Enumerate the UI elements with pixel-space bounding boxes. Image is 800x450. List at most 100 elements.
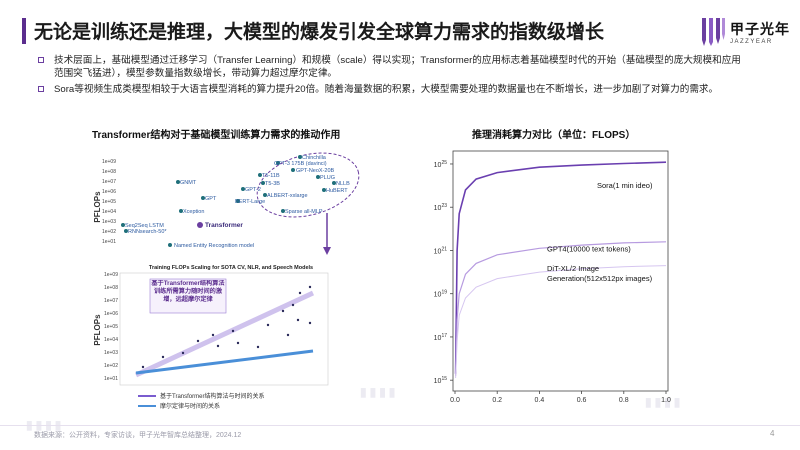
moore-law-line <box>135 349 314 375</box>
y-tick-label: 1e+03 <box>104 350 118 356</box>
series-line <box>455 265 667 379</box>
model-label: Xception <box>183 209 204 215</box>
x-tick-label: 0.0 <box>450 397 460 404</box>
x-tick-label: 0.2 <box>492 397 502 404</box>
logo-subtext: JAZZYEAR <box>730 39 773 45</box>
series-label: Generation(512x512px images) <box>547 274 653 283</box>
data-point <box>236 199 240 203</box>
bullet-list: 技术层面上，基础模型通过迁移学习（Transfer Learning）和规模（s… <box>38 54 748 99</box>
model-label: GPT-2 <box>245 187 261 193</box>
data-point <box>281 209 285 213</box>
transformer-trend-line <box>134 290 315 378</box>
plot-frame <box>452 150 669 392</box>
arrow-head-icon <box>323 247 331 255</box>
footer-divider <box>0 425 800 426</box>
bullet-square-icon <box>38 86 44 92</box>
bullet-square-icon <box>38 57 44 63</box>
series-label: Sora(1 min ideo) <box>597 181 653 190</box>
right-chart-title: 推理消耗算力对比（单位：FLOPS） <box>472 130 636 141</box>
y-tick-label: 1017 <box>434 333 448 342</box>
bullet-text: 技术层面上，基础模型通过迁移学习（Transfer Learning）和规模（s… <box>54 55 741 79</box>
y-tick-label: 1e+08 <box>104 285 118 291</box>
y-tick-label: 1e+04 <box>104 337 118 343</box>
model-label: GPT-3 175B (davinci) <box>274 161 327 167</box>
lower-inset-chart: Training FLOPs Scaling for SOTA CV, NLR,… <box>93 265 329 410</box>
model-label: Chinchilla <box>302 155 327 161</box>
y-tick-label: 1e+09 <box>102 159 116 165</box>
y-tick-label: 1e+04 <box>102 209 116 215</box>
y-axis-label: PFLOPs <box>93 191 102 223</box>
data-point <box>176 180 180 184</box>
y-tick-label: 1e+05 <box>104 324 118 330</box>
data-point <box>179 209 183 213</box>
data-point <box>322 188 326 192</box>
inset-title: Training FLOPs Scaling for SOTA CV, NLR,… <box>149 265 313 271</box>
annotation-box <box>149 278 227 314</box>
model-label: Transformer <box>205 222 243 229</box>
x-tick-label: 0.8 <box>619 397 629 404</box>
y-tick-label: 1e+05 <box>102 199 116 205</box>
legend-label: 基于Transformer结构算法与时间的关系 <box>160 392 264 400</box>
data-point <box>316 175 320 179</box>
data-point <box>241 187 245 191</box>
model-label: PLUG <box>320 175 335 181</box>
model-label: RNNsearch-50* <box>128 229 167 235</box>
series-label: DiT-XL/2 Image <box>547 264 599 273</box>
model-label: HuBERT <box>326 188 348 194</box>
y-tick-label: 1e+03 <box>102 219 116 225</box>
data-point <box>263 193 267 197</box>
y-tick-label: 1e+02 <box>104 363 118 369</box>
data-point <box>124 229 128 233</box>
y-tick-label: 1e+07 <box>102 179 116 185</box>
data-point <box>291 168 295 172</box>
x-tick-label: 0.4 <box>535 397 545 404</box>
left-chart-title: Transformer结构对于基础模型训练算力需求的推动作用 <box>92 130 341 141</box>
model-label: GPT <box>205 196 217 202</box>
bullet-item: Sora等视频生成类模型相较于大语言模型消耗的算力提升20倍。随着海量数据的积累… <box>38 83 748 96</box>
data-point <box>261 181 265 185</box>
y-tick-label: 1019 <box>434 290 448 299</box>
x-tick-label: 1.0 <box>661 397 671 404</box>
data-point <box>121 223 125 227</box>
annotation-text: 基于Transformer结构算法训练所需算力随时间的激增，远超摩尔定律 <box>151 280 225 303</box>
y-tick-label: 1021 <box>434 246 448 255</box>
y-tick-label: 1e+06 <box>104 311 118 317</box>
legend-label: 摩尔定律与时间的关系 <box>160 402 220 410</box>
model-label: T5-3B <box>265 181 280 187</box>
data-point <box>258 173 262 177</box>
watermark: ▮▮▮▮ <box>645 395 684 409</box>
y-tick-label: 1025 <box>434 160 448 169</box>
logo-mark-icon <box>702 18 725 46</box>
upper-scatter: 1e+09 1e+08 1e+07 1e+06 1e+05 1e+04 1e+0… <box>93 152 360 255</box>
y-tick-label: 1e+06 <box>102 189 116 195</box>
y-tick-label: 1e+07 <box>104 298 118 304</box>
model-label: Sparse all-MLP <box>285 209 323 215</box>
model-label: GNMT <box>180 180 197 186</box>
page-number: 4 <box>770 429 775 438</box>
model-label: BERT-Large <box>235 199 265 205</box>
model-label: NLLB <box>336 181 350 187</box>
model-label: Seq2Seq LSTM <box>125 223 164 229</box>
right-chart: 1025 1023 1021 1019 1017 1015 0.0 0.2 0.4 0.6 0.8 1… <box>434 150 671 404</box>
brand-logo: 甲子光年 JAZZYEAR <box>700 16 790 56</box>
bullet-item: 技术层面上，基础模型通过迁移学习（Transfer Learning）和规模（s… <box>38 54 748 80</box>
logo-text: 甲子光年 <box>730 21 790 37</box>
bullet-text: Sora等视频生成类模型相较于大语言模型消耗的算力提升20倍。随着海量数据的积累… <box>54 84 719 95</box>
data-point <box>298 155 302 159</box>
model-label: GPT-NeoX-20B <box>296 168 335 174</box>
left-chart: 1e+09 1e+08 1e+07 1e+06 1e+05 1e+04 1e+0… <box>93 152 360 410</box>
model-label: T5-11B <box>262 173 280 179</box>
y-axis-label: PFLOPs <box>93 314 102 346</box>
y-tick-label: 1e+01 <box>104 376 118 382</box>
data-point <box>276 161 280 165</box>
transformer-point <box>197 222 203 228</box>
title-accent-bar <box>22 18 26 44</box>
y-tick-label: 1e+01 <box>102 239 116 245</box>
page-title: 无论是训练还是推理，大模型的爆发引发全球算力需求的指数级增长 <box>34 22 605 43</box>
data-point <box>201 196 205 200</box>
y-tick-label: 1015 <box>434 376 448 385</box>
y-tick-label: 1023 <box>434 203 448 212</box>
series-label: GPT4(10000 text tokens) <box>547 245 631 254</box>
y-tick-label: 1e+02 <box>102 229 116 235</box>
